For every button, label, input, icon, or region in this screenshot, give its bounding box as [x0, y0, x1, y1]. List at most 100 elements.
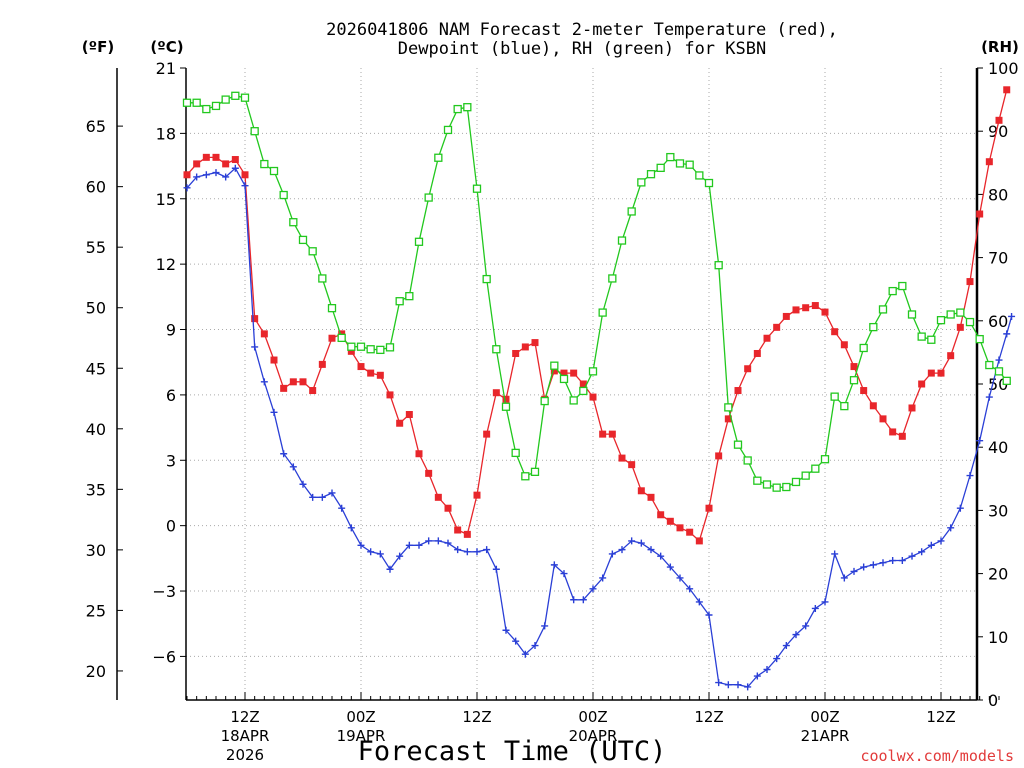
rh-point [192, 98, 201, 107]
series-line-rh [187, 95, 1008, 489]
dewpoint-point [695, 598, 703, 606]
dewpoint-point [473, 548, 481, 556]
temperature-point [550, 367, 558, 375]
dewpoint-point [608, 550, 616, 558]
temperature-point [434, 493, 442, 501]
dewpoint-point [560, 570, 568, 578]
dewpoint-point [637, 539, 645, 547]
dewpoint-point [686, 585, 694, 593]
rh-point [888, 286, 897, 296]
celsius-tick-label: 15 [156, 190, 176, 209]
temperature-point [463, 530, 471, 538]
temperature-point [802, 304, 810, 312]
temperature-point [492, 389, 500, 397]
temperature-point [376, 371, 384, 379]
rh-tick-label: 80 [988, 185, 1008, 204]
dewpoint-point [705, 611, 713, 619]
temperature-point [560, 369, 568, 377]
temperature-point [231, 156, 239, 164]
rh-point [859, 343, 868, 353]
celsius-tick-label: −3 [152, 582, 176, 601]
temperature-point [309, 387, 317, 395]
rh-point [956, 308, 965, 317]
rh-tick-label: 30 [988, 501, 1008, 520]
dewpoint-point [1003, 330, 1011, 338]
dewpoint-point [976, 437, 984, 445]
rh-point [366, 345, 375, 354]
celsius-tick-label: 21 [156, 59, 176, 78]
rh-point [1002, 376, 1011, 385]
x-tick-label: 00Z [578, 708, 607, 726]
dewpoint-point [183, 184, 191, 192]
dewpoint-point [483, 546, 491, 554]
temperature-point [637, 487, 645, 495]
celsius-tick-label: 0 [166, 517, 176, 536]
temperature-point [724, 415, 732, 423]
temperature-point [898, 432, 906, 440]
temperature-point [531, 339, 539, 347]
rh-point [588, 367, 598, 376]
celsius-tick-label: 6 [166, 386, 176, 405]
temperature-point [869, 402, 877, 410]
dewpoint-point [386, 565, 394, 573]
rh-tick-label: 100 [988, 59, 1019, 78]
rh-point [666, 152, 675, 162]
temperature-point [860, 387, 868, 395]
dewpoint-point [299, 480, 307, 488]
temperature-point [792, 306, 800, 314]
temperature-point [289, 378, 297, 386]
series-layer [182, 86, 1016, 691]
rh-point [608, 274, 617, 283]
rh-point [927, 335, 936, 344]
dewpoint-point [840, 574, 848, 582]
rh-point [337, 333, 346, 343]
rh-point [714, 261, 723, 270]
dewpoint-point [415, 541, 423, 549]
dewpoint-point [251, 343, 259, 351]
rh-point [521, 472, 530, 481]
axis-ticks: 211815129630−3−6656055504540353025201009… [86, 59, 1019, 764]
rh-point [946, 310, 955, 319]
fahrenheit-tick-label: 45 [86, 359, 106, 378]
temperature-point [386, 391, 394, 399]
dewpoint-point [289, 463, 297, 471]
dewpoint-point [831, 550, 839, 558]
dewpoint-point [579, 596, 587, 604]
temperature-point [202, 153, 210, 161]
dewpoint-point [463, 548, 471, 556]
rh-point [202, 104, 211, 114]
dewpoint-point [869, 561, 877, 569]
temperature-point [473, 491, 481, 499]
dewpoint-point [792, 631, 800, 639]
temperature-point [966, 278, 974, 286]
fahrenheit-tick-label: 40 [86, 420, 106, 439]
series-temperature [183, 86, 1011, 545]
temperature-point [193, 160, 201, 168]
fahrenheit-unit-label: (ºF) [82, 38, 114, 56]
credit-link[interactable]: coolwx.com/models [860, 747, 1014, 765]
dewpoint-point [328, 489, 336, 497]
rh-point [269, 166, 279, 176]
temperature-point [512, 349, 520, 357]
dewpoint-point [927, 541, 935, 549]
series-line-dewpoint [186, 167, 1013, 688]
dewpoint-point [444, 539, 452, 547]
celsius-unit-label: (ºC) [150, 38, 183, 56]
dewpoint-point [734, 681, 742, 689]
dewpoint-point [802, 622, 810, 630]
dewpoint-point [821, 598, 829, 606]
dewpoint-point [222, 173, 230, 181]
rh-point [733, 440, 743, 449]
temperature-point [444, 504, 452, 512]
temperature-point [686, 528, 694, 536]
rh-point [405, 292, 414, 301]
fahrenheit-tick-label: 20 [86, 662, 106, 681]
rh-tick-label: 0 [988, 691, 998, 710]
temperature-point [1003, 86, 1011, 94]
dewpoint-point [347, 524, 355, 532]
x-year-label: 2026 [226, 746, 264, 764]
fahrenheit-tick-label: 30 [86, 541, 106, 560]
dewpoint-point [492, 565, 500, 573]
temperature-point [744, 365, 752, 373]
fahrenheit-tick-label: 50 [86, 299, 106, 318]
